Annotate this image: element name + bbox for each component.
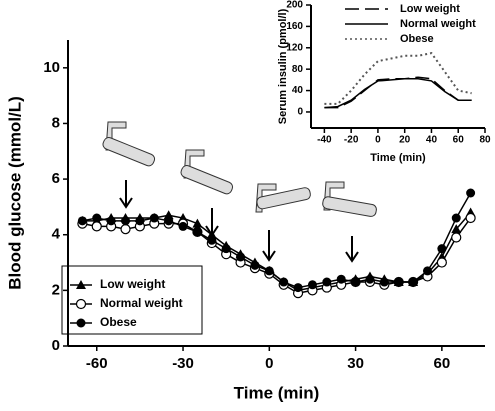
marker	[336, 274, 346, 284]
marker	[164, 216, 174, 226]
marker	[149, 213, 159, 223]
marker	[466, 188, 476, 198]
x-tick-label: -40	[317, 135, 332, 146]
plot: 0 40 80 120 160 200 -40 -20 0 20 40 60 80 Time (min) S…	[277, 0, 491, 164]
y-tick-label: 160	[286, 21, 303, 32]
y-tick-label: 80	[292, 64, 304, 75]
legend-label: Normal weight	[100, 296, 183, 310]
x-tick-label: -20	[344, 135, 359, 146]
marker	[279, 277, 289, 287]
x-axis-label: Time (min)	[234, 383, 320, 402]
marker	[178, 221, 188, 231]
marker	[221, 244, 231, 254]
y-tick-label: 120	[286, 42, 303, 53]
legend-label: Low weight	[100, 277, 165, 291]
y-tick-label: 6	[52, 170, 60, 187]
x-tick-label: -30	[172, 355, 194, 372]
marker	[250, 260, 260, 270]
plot: 0 2 4 6 8 10 -60 -30 0 30 60 Time (min) Blood glucos…	[5, 40, 485, 402]
marker	[422, 266, 432, 276]
marker	[135, 216, 145, 226]
marker	[293, 283, 303, 293]
marker	[437, 244, 447, 254]
legend-label: Low weight	[400, 3, 460, 15]
marker	[192, 218, 203, 228]
y-tick-label: 8	[52, 114, 60, 131]
marker	[365, 274, 375, 284]
legend-marker	[75, 298, 87, 310]
marker	[236, 252, 246, 262]
marker	[106, 216, 116, 226]
marker	[394, 277, 404, 287]
legend-label: Obese	[100, 315, 137, 329]
marker	[451, 213, 461, 223]
marker	[451, 224, 462, 234]
legend: Low weight Normal weight Obese	[70, 277, 183, 329]
y-tick-label: 10	[43, 59, 60, 76]
marker	[351, 277, 361, 287]
marker	[436, 257, 447, 268]
x-tick-label: 40	[426, 135, 438, 146]
y-tick-label: 4	[52, 226, 61, 243]
marker	[192, 227, 202, 237]
series-line	[324, 78, 472, 109]
legend-marker	[76, 280, 86, 289]
marker	[206, 229, 217, 239]
x-tick-label: 0	[265, 355, 273, 372]
marker	[92, 213, 102, 223]
legend: Low weight Normal weight Obese	[345, 3, 476, 45]
y-tick-label: 2	[52, 281, 60, 298]
series-line	[82, 192, 472, 289]
marker	[465, 212, 476, 224]
marker	[408, 277, 418, 287]
marker	[77, 216, 87, 226]
marker	[91, 221, 102, 232]
y-tick-label: 0	[52, 337, 60, 354]
y-tick-label: 0	[297, 107, 303, 118]
marker	[120, 224, 131, 235]
marker	[207, 235, 217, 245]
marker	[322, 277, 332, 287]
y-tick-label: 200	[286, 0, 303, 11]
x-tick-label: 30	[347, 355, 364, 372]
legend-label: Normal weight	[400, 18, 476, 30]
marker	[451, 232, 462, 243]
y-axis-label: Blood glucose (mmol/L)	[5, 96, 24, 290]
legend-label: Obese	[400, 33, 434, 45]
x-tick-label: -60	[86, 355, 108, 372]
scanner-icons	[102, 121, 377, 217]
x-axis-label: Time (min)	[370, 152, 426, 164]
x-tick-label: 0	[375, 135, 381, 146]
x-tick-label: 80	[479, 135, 491, 146]
marker	[264, 266, 274, 276]
marker	[163, 210, 174, 220]
marker	[121, 216, 131, 226]
y-tick-label: 40	[292, 85, 304, 96]
arrows	[119, 180, 359, 263]
y-axis-label: Serum insulin (pmol/l)	[277, 8, 289, 124]
marker	[379, 277, 389, 287]
legend-marker	[76, 318, 86, 328]
x-tick-label: 20	[399, 135, 411, 146]
x-tick-label: 60	[434, 355, 451, 372]
marker	[307, 280, 317, 290]
x-tick-label: 60	[453, 135, 465, 146]
